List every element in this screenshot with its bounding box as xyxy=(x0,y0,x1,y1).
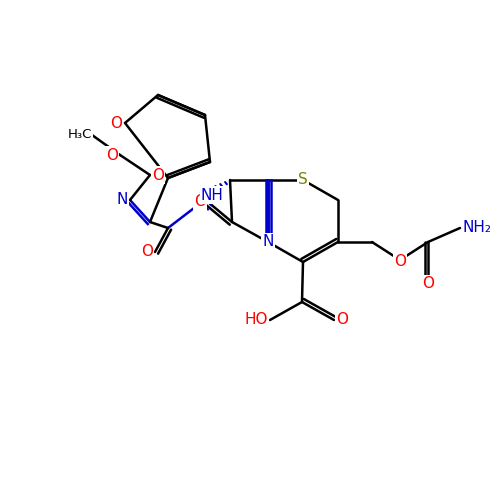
Text: O: O xyxy=(336,312,348,328)
Text: O: O xyxy=(106,148,118,162)
Text: O: O xyxy=(422,276,434,291)
Text: O: O xyxy=(152,168,164,182)
Text: O: O xyxy=(194,194,206,210)
Text: NH: NH xyxy=(201,188,224,202)
Text: HO: HO xyxy=(244,312,268,328)
Text: O: O xyxy=(394,254,406,270)
Text: S: S xyxy=(298,172,308,188)
Text: O: O xyxy=(110,116,122,130)
Text: H₃C: H₃C xyxy=(68,128,92,141)
Text: N: N xyxy=(262,234,274,250)
Text: NH₂: NH₂ xyxy=(463,220,492,236)
Text: N: N xyxy=(116,192,128,208)
Text: O: O xyxy=(141,244,153,260)
